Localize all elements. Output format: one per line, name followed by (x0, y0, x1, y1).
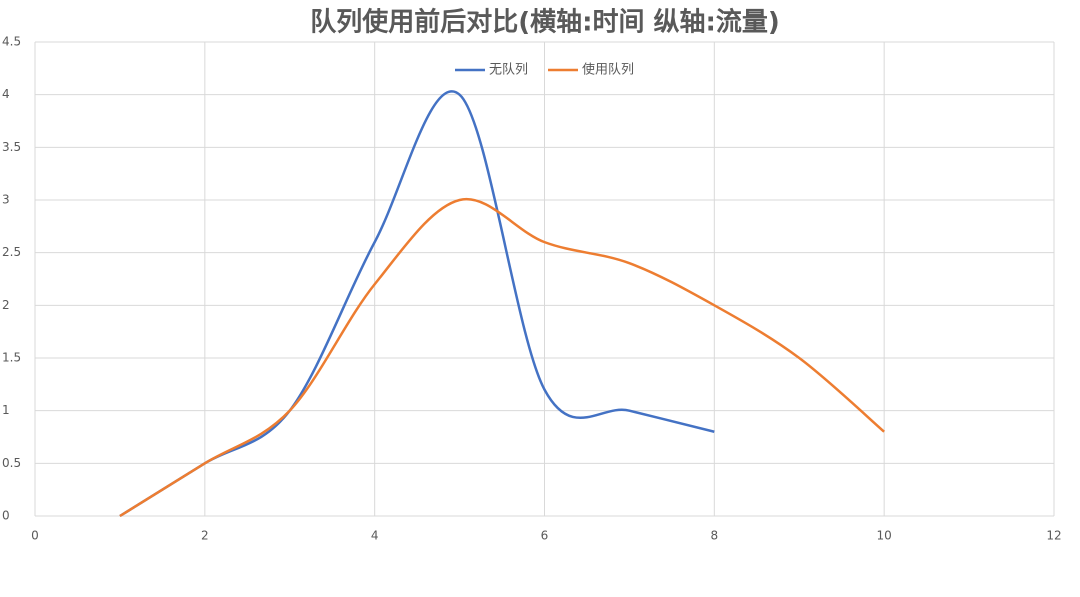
x-tick-label: 12 (1046, 529, 1061, 543)
x-tick-label: 6 (541, 529, 549, 543)
y-tick-label: 3 (2, 193, 10, 207)
y-tick-label: 4.5 (2, 35, 21, 49)
y-tick-label: 0.5 (2, 456, 21, 470)
y-tick-label: 4 (2, 87, 10, 101)
y-tick-label: 3.5 (2, 140, 21, 154)
y-tick-label: 2.5 (2, 245, 21, 259)
y-tick-label: 0 (2, 509, 10, 523)
x-tick-label: 0 (31, 529, 39, 543)
legend-label: 使用队列 (582, 62, 634, 78)
series-line (119, 197, 885, 518)
x-tick-label: 10 (877, 529, 892, 543)
legend-label: 无队列 (489, 63, 528, 78)
x-tick-label: 4 (371, 529, 379, 543)
y-tick-label: 1.5 (2, 351, 21, 365)
series-line (119, 90, 715, 518)
x-tick-label: 2 (201, 529, 209, 543)
y-tick-label: 2 (2, 298, 10, 312)
y-tick-label: 1 (2, 403, 10, 417)
x-tick-label: 8 (711, 529, 719, 543)
chart-title: 队列使用前后对比(横轴:时间 纵轴:流量) (310, 7, 780, 38)
